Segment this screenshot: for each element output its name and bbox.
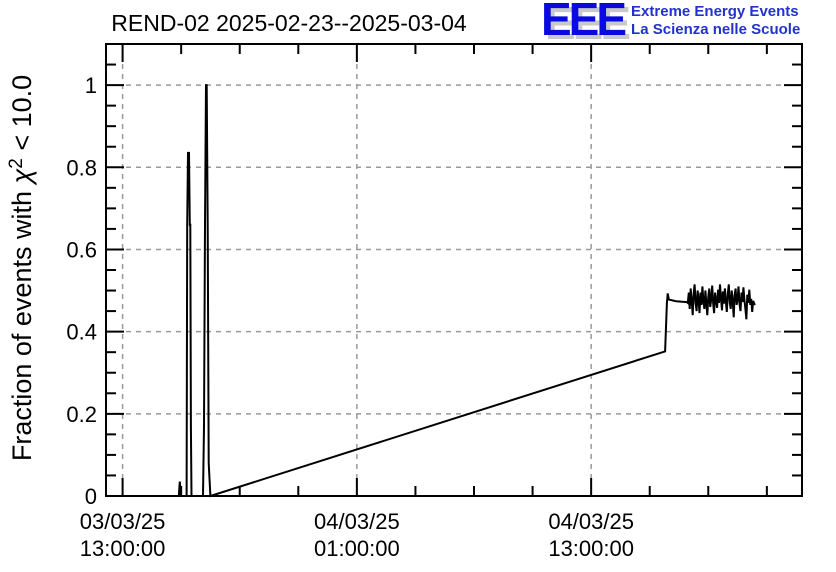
eee-logo-acronym: EEE <box>541 0 627 45</box>
x-tick-label-date: 04/03/25 <box>548 509 634 534</box>
chi-exponent: 2 <box>6 158 27 169</box>
chart-title: REND-02 2025-02-23--2025-03-04 <box>111 10 467 36</box>
eee-logo-line1: Extreme Energy Events <box>631 3 799 20</box>
x-tick-label-time: 01:00:00 <box>314 536 400 561</box>
y-tick-label: 0 <box>85 484 97 509</box>
x-tick-label-time: 13:00:00 <box>80 536 166 561</box>
x-tick-label-date: 04/03/25 <box>314 509 400 534</box>
y-tick-label: 0.8 <box>66 155 97 180</box>
chi-symbol: χ <box>7 168 37 186</box>
eee-logo-text: Extreme Energy Events La Scienza nelle S… <box>631 1 800 39</box>
x-tick-label-time: 13:00:00 <box>548 536 634 561</box>
eee-logo: EEE Extreme Energy Events La Scienza nel… <box>541 0 800 45</box>
y-axis-title-suffix: < 10.0 <box>7 75 37 158</box>
y-tick-label: 0.2 <box>66 402 97 427</box>
y-axis-title-prefix: Fraction of events with <box>7 184 37 462</box>
y-axis-title: Fraction of events with χ2 < 10.0 <box>6 75 37 461</box>
series-line <box>106 84 756 498</box>
y-tick-label: 1 <box>85 73 97 98</box>
x-tick-label-date: 03/03/25 <box>80 509 166 534</box>
y-tick-label: 0.6 <box>66 237 97 262</box>
y-tick-label: 0.4 <box>66 320 97 345</box>
plot-frame <box>105 43 803 497</box>
eee-logo-line2: La Scienza nelle Scuole <box>631 21 801 38</box>
